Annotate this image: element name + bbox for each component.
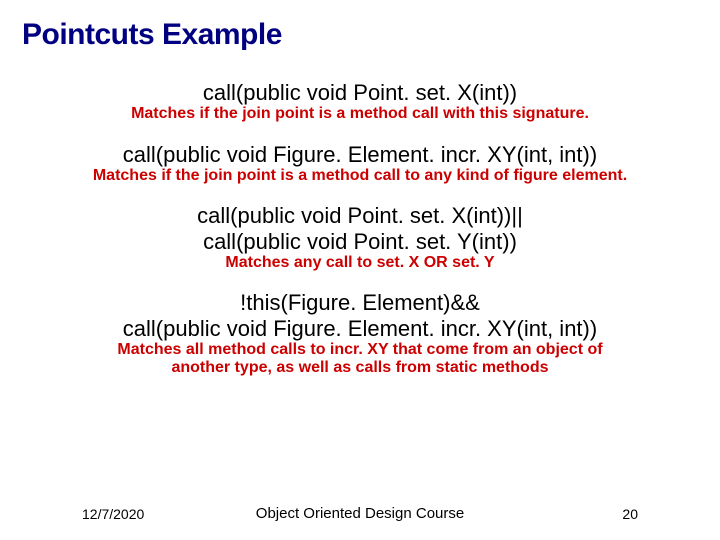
desc-line: Matches if the join point is a method ca… [93,167,627,185]
example-block-1: call(public void Point. set. X(int)) Mat… [131,80,589,124]
footer-page: 20 [622,506,638,522]
example-block-4: !this(Figure. Element)&& call(public voi… [117,290,602,377]
example-block-3: call(public void Point. set. X(int))|| c… [197,203,523,272]
code-line: call(public void Figure. Element. incr. … [93,142,627,167]
example-block-2: call(public void Figure. Element. incr. … [93,142,627,186]
slide-content: call(public void Point. set. X(int)) Mat… [22,80,698,506]
footer-date: 12/7/2020 [82,506,144,522]
desc-line: Matches if the join point is a method ca… [131,105,589,123]
desc-line: Matches all method calls to incr. XY tha… [117,341,602,359]
footer-course: Object Oriented Design Course [256,505,464,522]
code-line: !this(Figure. Element)&& [117,290,602,315]
code-line: call(public void Figure. Element. incr. … [117,316,602,341]
desc-line: Matches any call to set. X OR set. Y [197,254,523,272]
slide-title: Pointcuts Example [22,18,698,52]
desc-line: another type, as well as calls from stat… [117,359,602,377]
code-line: call(public void Point. set. X(int))|| [197,203,523,228]
code-line: call(public void Point. set. Y(int)) [197,229,523,254]
code-line: call(public void Point. set. X(int)) [131,80,589,105]
slide: Pointcuts Example call(public void Point… [0,0,720,540]
